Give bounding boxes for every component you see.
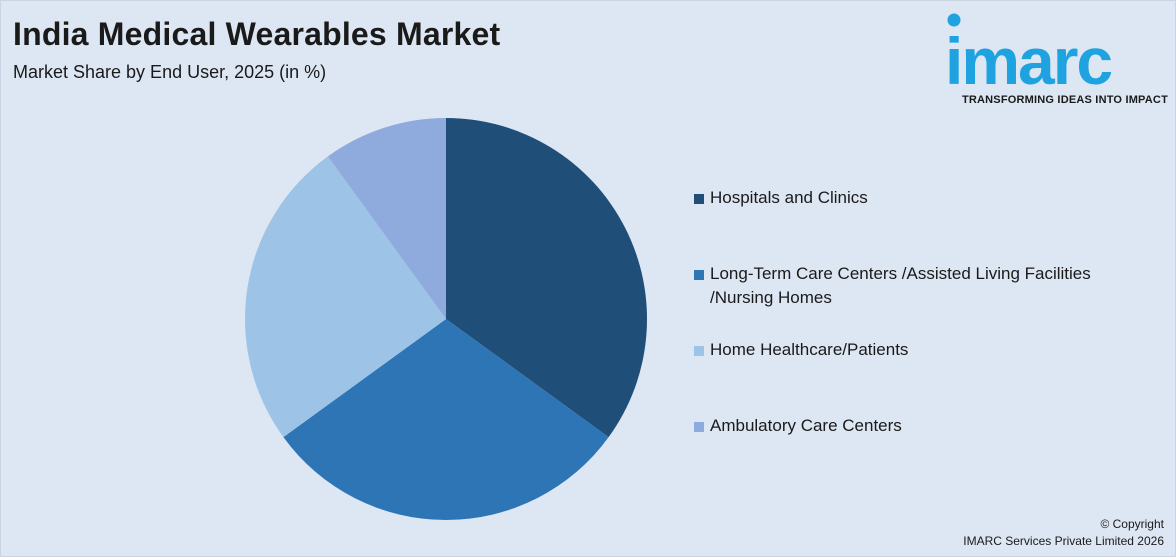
copyright-line-2: IMARC Services Private Limited 2026 xyxy=(963,534,1164,548)
legend-label-hospitals: Hospitals and Clinics xyxy=(710,188,868,207)
legend-item-ambulatory: Ambulatory Care Centers xyxy=(694,414,1164,438)
chart-subtitle: Market Share by End User, 2025 (in %) xyxy=(13,62,327,82)
logo-wordmark-text: imarc xyxy=(946,24,1111,92)
imarc-logo: imarc TRANSFORMING IDEAS INTO IMPACT xyxy=(946,12,1168,112)
legend-swatch-ambulatory xyxy=(694,422,704,432)
pie-chart xyxy=(245,118,647,520)
legend-label-long-term-care: Long-Term Care Centers /Assisted Living … xyxy=(710,264,1091,283)
chart-title: India Medical Wearables Market xyxy=(13,16,501,52)
imarc-wordmark: imarc xyxy=(946,13,1113,92)
legend-label-ambulatory: Ambulatory Care Centers xyxy=(710,416,902,435)
legend-swatch-hospitals xyxy=(694,194,704,204)
legend-swatch-home-healthcare xyxy=(694,346,704,356)
pie-slice-home-healthcare xyxy=(245,156,446,438)
pie-slice-ambulatory xyxy=(327,118,446,319)
legend-item-long-term-care: Long-Term Care Centers /Assisted Living … xyxy=(694,262,1164,310)
copyright-notice: © Copyright IMARC Services Private Limit… xyxy=(963,516,1164,550)
copyright-line-1: © Copyright xyxy=(1100,517,1164,531)
pie-slice-long-term-care xyxy=(283,319,609,520)
logo-dot xyxy=(947,13,961,27)
legend-item-home-healthcare: Home Healthcare/Patients xyxy=(694,338,1164,362)
legend-item-hospitals: Hospitals and Clinics xyxy=(694,186,1164,210)
legend-swatch-long-term-care xyxy=(694,270,704,280)
logo-tagline: TRANSFORMING IDEAS INTO IMPACT xyxy=(961,94,1168,106)
legend-label-long-term-care-line2: /Nursing Homes xyxy=(710,288,832,307)
legend-label-home-healthcare: Home Healthcare/Patients xyxy=(710,340,909,359)
pie-slice-hospitals xyxy=(446,118,647,438)
